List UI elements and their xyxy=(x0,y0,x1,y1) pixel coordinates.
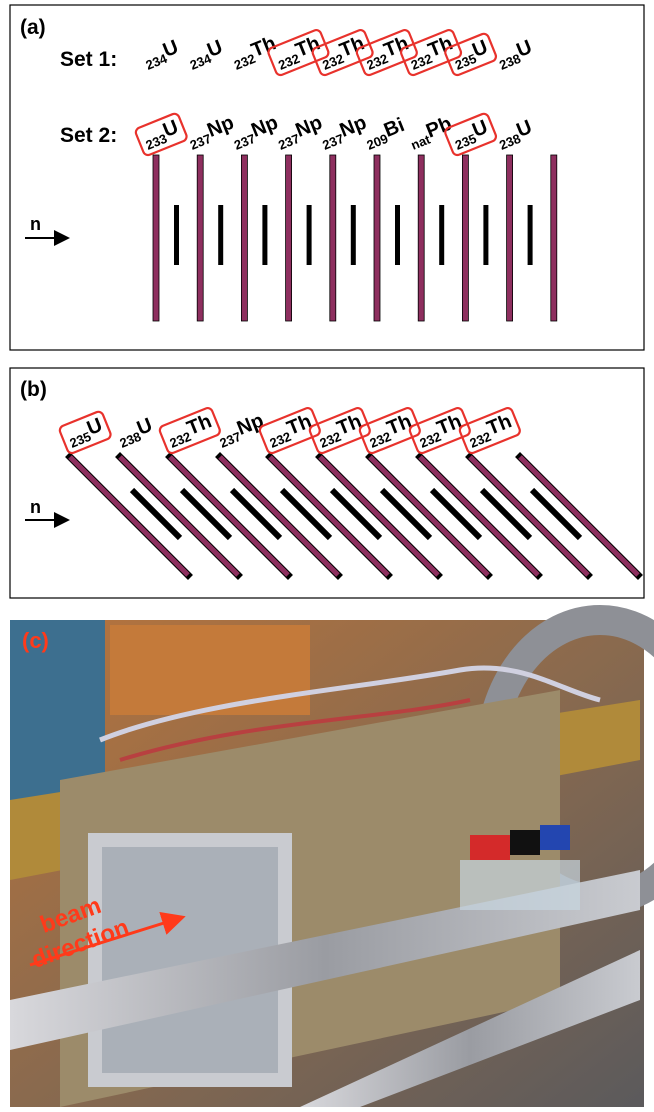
detector xyxy=(174,205,179,265)
panel-c-label: (c) xyxy=(22,628,49,653)
foil xyxy=(218,455,340,577)
foil xyxy=(268,455,390,577)
highlight-box xyxy=(158,406,221,455)
detector xyxy=(350,205,356,265)
foil xyxy=(168,455,290,577)
photo xyxy=(10,605,654,1107)
panel-b-label: (b) xyxy=(20,378,47,401)
detector xyxy=(218,205,224,265)
highlight-box xyxy=(355,28,418,77)
foil xyxy=(417,154,425,322)
detector xyxy=(479,487,533,541)
highlight-box xyxy=(358,406,421,455)
foil xyxy=(418,455,540,577)
highlight-box xyxy=(444,112,498,157)
set2-label: Set 2: xyxy=(60,124,117,147)
detector xyxy=(529,487,583,541)
foil xyxy=(373,154,381,322)
detector xyxy=(429,487,483,541)
foil xyxy=(329,154,337,322)
foils xyxy=(152,154,558,322)
detector xyxy=(439,205,445,265)
highlight-box xyxy=(258,406,321,455)
detector xyxy=(129,487,183,541)
detector xyxy=(483,205,489,265)
foil xyxy=(68,455,190,577)
foil xyxy=(506,154,514,322)
foil xyxy=(368,455,490,577)
highlight-box xyxy=(308,406,371,455)
highlight-box xyxy=(444,32,498,77)
detector xyxy=(329,487,383,541)
foil xyxy=(461,154,469,322)
foil xyxy=(468,455,590,577)
detector xyxy=(279,487,333,541)
panel-a-label: (a) xyxy=(20,16,46,39)
highlight-box xyxy=(134,112,188,157)
highlight-box xyxy=(311,28,374,77)
foil xyxy=(285,154,293,322)
detector xyxy=(527,205,533,265)
foil xyxy=(318,455,440,577)
highlight-box xyxy=(399,28,463,77)
foil xyxy=(152,154,160,322)
panel-a-frame xyxy=(9,4,645,351)
foil xyxy=(240,154,248,322)
foils xyxy=(65,452,643,580)
mass-number: nat xyxy=(409,131,433,152)
detector xyxy=(229,487,283,541)
beam-label: n xyxy=(30,497,41,517)
detector xyxy=(306,205,312,265)
detector xyxy=(179,487,233,541)
highlight-box xyxy=(267,28,330,77)
detector xyxy=(379,487,433,541)
detector xyxy=(395,205,400,265)
highlight-box xyxy=(58,410,112,455)
highlight-box xyxy=(458,406,521,455)
foil xyxy=(518,455,640,577)
beam-arrow xyxy=(29,911,186,967)
foil xyxy=(196,154,204,322)
set1-label: Set 1: xyxy=(60,48,117,71)
foil xyxy=(550,154,558,322)
detector xyxy=(262,205,268,265)
highlight-box xyxy=(408,406,471,455)
foil xyxy=(118,455,240,577)
isotope: 232Th xyxy=(311,28,374,77)
beam-label: n xyxy=(30,214,41,234)
